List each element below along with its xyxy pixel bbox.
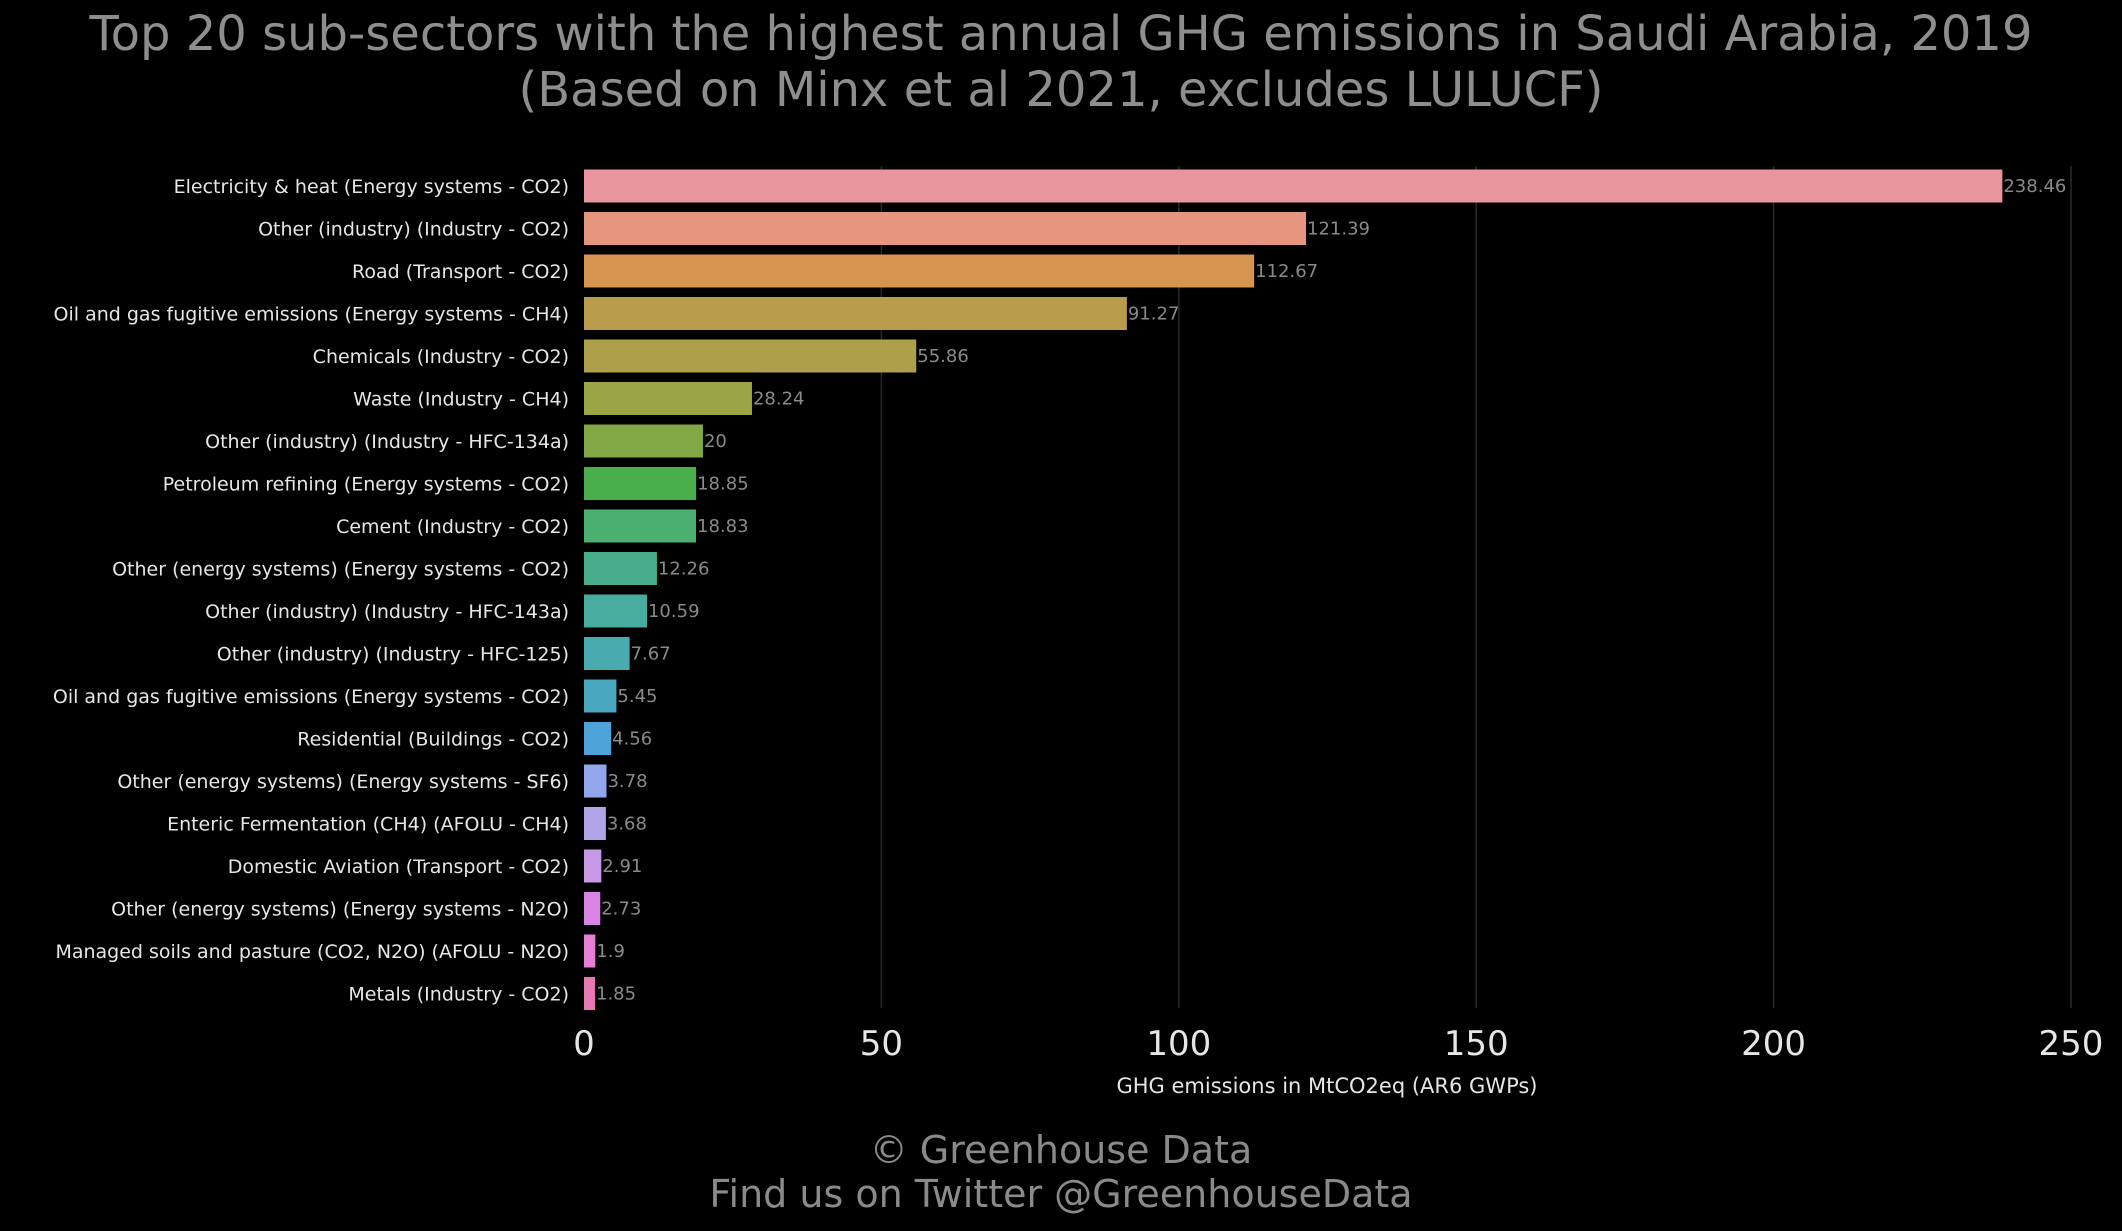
value-label: 2.91	[602, 856, 642, 877]
x-tick-label: 100	[1146, 1024, 1211, 1064]
bar	[584, 849, 602, 883]
x-tick-label: 200	[1741, 1024, 1806, 1064]
category-label: Other (industry) (Industry - HFC-125)	[217, 644, 569, 666]
category-label: Other (energy systems) (Energy systems -…	[117, 771, 569, 793]
value-label: 7.67	[631, 644, 671, 665]
category-label: Road (Transport - CO2)	[352, 261, 569, 283]
category-label: Oil and gas fugitive emissions (Energy s…	[53, 686, 569, 708]
bar	[584, 679, 617, 713]
bar	[584, 594, 647, 628]
value-label: 28.24	[753, 389, 805, 410]
x-tick-label: 50	[860, 1024, 903, 1064]
value-label: 1.9	[596, 941, 625, 962]
x-tick-label: 250	[2039, 1024, 2104, 1064]
x-tick-label: 150	[1444, 1024, 1509, 1064]
bars	[584, 169, 2003, 1010]
bar	[584, 934, 596, 968]
bar	[584, 424, 703, 458]
category-label: Other (energy systems) (Energy systems -…	[112, 559, 569, 581]
chart-title: Top 20 sub-sectors with the highest annu…	[0, 6, 2122, 118]
x-axis-label: GHG emissions in MtCO2eq (AR6 GWPs)	[1116, 1074, 1537, 1098]
category-label: Cement (Industry - CO2)	[336, 516, 569, 538]
category-label: Chemicals (Industry - CO2)	[313, 346, 569, 368]
category-label: Electricity & heat (Energy systems - CO2…	[174, 176, 569, 198]
bar	[584, 552, 657, 585]
bar	[584, 254, 1255, 288]
category-label: Managed soils and pasture (CO2, N2O) (AF…	[55, 941, 569, 963]
bar	[584, 382, 752, 415]
category-label: Residential (Buildings - CO2)	[297, 729, 569, 751]
value-label: 12.26	[658, 559, 710, 580]
bar	[584, 977, 596, 1010]
footer-copyright: © Greenhouse Data	[869, 1128, 1253, 1172]
value-label: 112.67	[1255, 261, 1318, 282]
category-label: Petroleum refining (Energy systems - CO2…	[163, 474, 569, 496]
x-tick-label: 0	[573, 1024, 595, 1064]
bar	[584, 892, 601, 925]
category-label: Other (energy systems) (Energy systems -…	[111, 899, 569, 921]
category-labels: Electricity & heat (Energy systems - CO2…	[53, 176, 569, 1006]
bar	[584, 807, 606, 840]
value-label: 5.45	[617, 686, 657, 707]
value-labels: 238.46 121.39 112.67 91.27 55.86 28.24 20 18.85…	[596, 176, 2066, 1005]
category-label: Enteric Fermentation (CH4) (AFOLU - CH4)	[167, 814, 569, 836]
value-label: 18.83	[697, 516, 749, 537]
x-axis-ticks: 0 50 100 150 200 250	[573, 1024, 2103, 1064]
value-label: 238.46	[2003, 176, 2066, 197]
footer-twitter: Find us on Twitter @GreenhouseData	[709, 1172, 1413, 1216]
category-label: Other (industry) (Industry - HFC-143a)	[205, 601, 569, 623]
category-label: Oil and gas fugitive emissions (Energy s…	[54, 304, 569, 326]
value-label: 91.27	[1128, 304, 1180, 325]
bar	[584, 764, 607, 798]
value-label: 2.73	[601, 899, 641, 920]
category-label: Metals (Industry - CO2)	[348, 984, 569, 1006]
category-label: Domestic Aviation (Transport - CO2)	[228, 856, 569, 878]
bar	[584, 467, 697, 500]
bar	[584, 509, 697, 543]
value-label: 55.86	[917, 346, 969, 367]
category-label: Other (industry) (Industry - CO2)	[258, 219, 569, 241]
value-label: 1.85	[596, 984, 636, 1005]
bar	[584, 212, 1307, 245]
chart-title-main: Top 20 sub-sectors with the highest annu…	[89, 6, 2033, 62]
chart-subtitle: (Based on Minx et al 2021, excludes LULU…	[518, 62, 1604, 118]
value-label: 121.39	[1307, 219, 1370, 240]
value-label: 10.59	[648, 601, 700, 622]
bar	[584, 339, 917, 373]
bar	[584, 722, 612, 755]
bar	[584, 169, 2003, 203]
category-label: Other (industry) (Industry - HFC-134a)	[205, 431, 569, 453]
value-label: 4.56	[612, 729, 652, 750]
bar	[584, 637, 630, 670]
bar	[584, 297, 1127, 330]
gridlines	[880, 166, 2072, 1008]
value-label: 18.85	[697, 474, 749, 495]
value-label: 20	[704, 431, 727, 452]
category-label: Waste (Industry - CH4)	[353, 389, 569, 411]
value-label: 3.78	[607, 771, 647, 792]
value-label: 3.68	[607, 814, 647, 835]
